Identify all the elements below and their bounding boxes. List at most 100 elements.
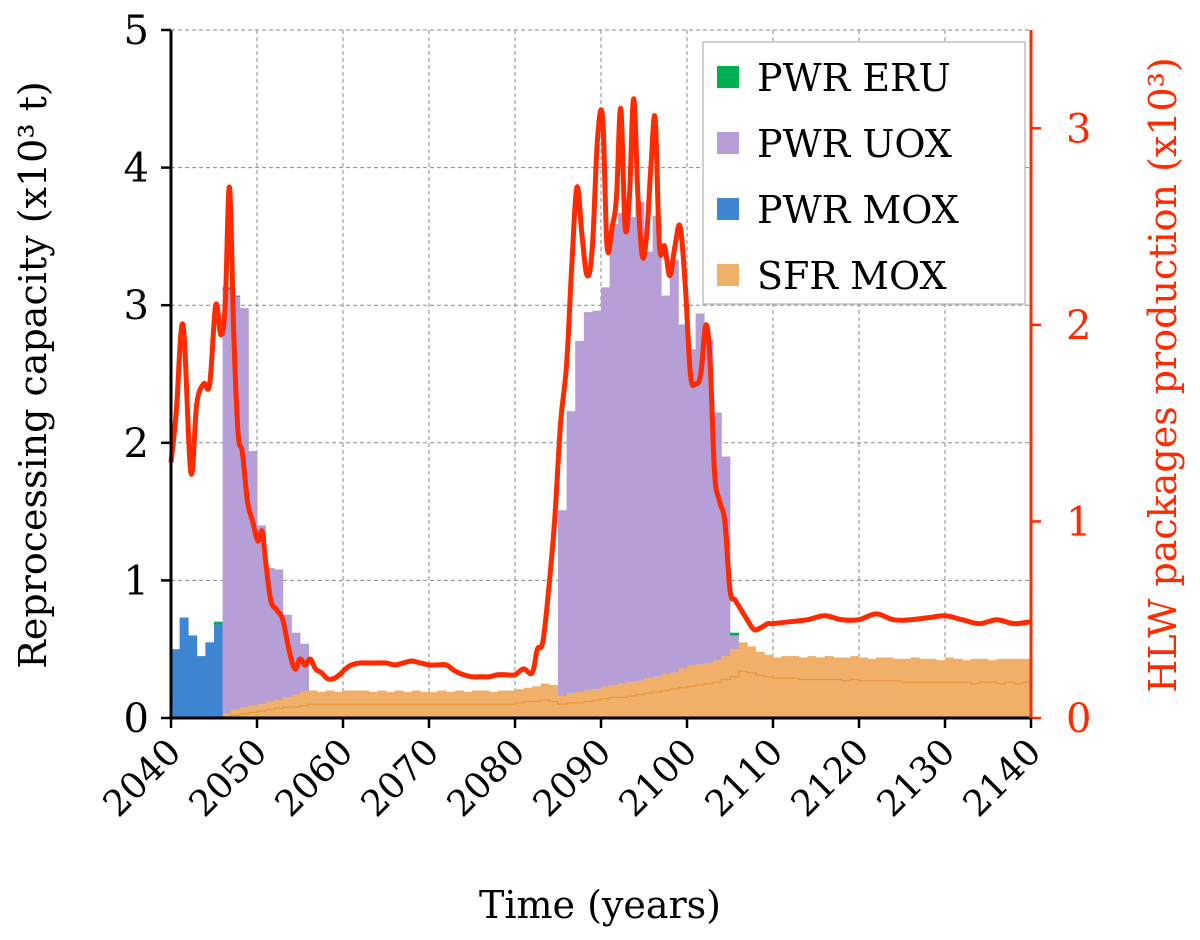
bar-pwr-uox <box>222 290 232 714</box>
bar-pwr-mox <box>214 624 223 718</box>
legend-label-pwr-eru: PWR ERU <box>757 56 951 100</box>
bar-sfr-mox <box>790 656 800 718</box>
x-tick-label: 2090 <box>526 731 620 825</box>
y-left-tick-label: 4 <box>124 146 149 192</box>
bar-pwr-uox <box>231 296 241 710</box>
bar-sfr-mox <box>876 657 886 718</box>
bar-sfr-mox <box>334 691 344 718</box>
bar-sfr-mox <box>755 651 765 718</box>
bar-pwr-uox <box>592 310 602 690</box>
sfr-mox-inner-line <box>171 670 1031 719</box>
x-tick-label: 2140 <box>956 731 1050 825</box>
bar-pwr-mox <box>196 656 206 718</box>
x-tick-label: 2070 <box>354 731 448 825</box>
bar-pwr-uox <box>618 213 628 684</box>
bar-sfr-mox <box>540 683 550 718</box>
bar-sfr-mox <box>661 673 671 718</box>
bar-pwr-mox <box>205 642 215 718</box>
bar-pwr-eru <box>214 621 223 625</box>
x-tick-label: 2120 <box>784 731 878 825</box>
y-left-tick-label: 2 <box>124 421 149 467</box>
bar-pwr-uox <box>644 251 653 679</box>
bar-sfr-mox <box>988 660 997 718</box>
bar-sfr-mox <box>291 694 301 718</box>
bar-pwr-uox <box>300 643 309 692</box>
bar-sfr-mox <box>695 664 705 718</box>
bar-sfr-mox <box>893 658 903 718</box>
bar-sfr-mox <box>368 691 378 718</box>
bar-sfr-mox <box>583 690 593 718</box>
bar-sfr-mox <box>489 691 499 718</box>
bar-sfr-mox <box>996 658 1006 718</box>
bar-pwr-uox <box>609 224 619 685</box>
y-axis-left-title: Reprocessing capacity (x10³ t) <box>11 81 55 668</box>
bar-sfr-mox <box>712 660 722 718</box>
x-tick-label: 2130 <box>870 731 964 825</box>
bar-sfr-mox <box>910 657 920 718</box>
y-left-tick-label: 1 <box>124 558 149 604</box>
bar-pwr-uox <box>282 614 292 698</box>
bar-sfr-mox <box>764 654 774 718</box>
legend-label-pwr-uox: PWR UOX <box>757 122 952 166</box>
legend-label-pwr-mox: PWR MOX <box>757 188 959 232</box>
bar-sfr-mox <box>652 676 662 718</box>
bar-sfr-mox <box>884 657 894 718</box>
hlw-production-line <box>168 96 1032 682</box>
bar-pwr-uox <box>265 568 275 702</box>
y-left-tick-label: 5 <box>124 8 149 54</box>
bar-sfr-mox <box>730 649 739 718</box>
x-tick-label: 2040 <box>96 731 190 825</box>
y-right-tick-label: 0 <box>1066 696 1091 742</box>
x-tick-label: 2100 <box>612 731 706 825</box>
bar-pwr-uox <box>669 259 679 673</box>
bar-pwr-uox <box>248 451 258 706</box>
bar-sfr-mox <box>515 689 524 718</box>
bar-pwr-mox <box>231 295 241 297</box>
bar-pwr-uox <box>575 340 585 692</box>
bar-sfr-mox <box>1022 658 1032 718</box>
bar-sfr-mox <box>841 657 851 718</box>
bar-sfr-mox <box>609 684 619 718</box>
bar-pwr-mox <box>188 635 198 718</box>
legend-swatch-pwr-mox <box>717 198 739 220</box>
bar-sfr-mox <box>678 668 688 718</box>
bar-pwr-uox <box>274 569 284 701</box>
bar-pwr-uox <box>652 215 662 677</box>
bar-sfr-mox <box>274 700 284 718</box>
hlw-production-series <box>168 96 1032 682</box>
legend: PWR ERU PWR UOX PWR MOX SFR MOX <box>702 41 1026 305</box>
bar-sfr-mox <box>222 713 232 718</box>
bar-sfr-mox <box>429 691 438 718</box>
bar-sfr-mox <box>747 646 757 718</box>
bar-pwr-uox <box>257 525 266 705</box>
bar-sfr-mox <box>807 656 817 718</box>
legend-swatch-pwr-uox <box>717 132 739 154</box>
bar-sfr-mox <box>463 691 473 718</box>
bar-sfr-mox <box>566 693 576 718</box>
bar-pwr-uox <box>601 287 610 687</box>
bar-pwr-mox <box>179 617 189 718</box>
bar-pwr-eru <box>730 632 739 636</box>
bar-sfr-mox <box>859 657 868 718</box>
bar-sfr-mox <box>644 678 653 718</box>
bar-sfr-mox <box>1005 658 1015 718</box>
bar-pwr-uox <box>704 339 714 663</box>
bar-sfr-mox <box>618 683 628 718</box>
bar-sfr-mox <box>902 658 911 718</box>
bar-sfr-mox <box>738 642 748 718</box>
bar-sfr-mox <box>601 686 610 718</box>
bar-sfr-mox <box>386 691 395 718</box>
bar-sfr-mox <box>626 682 636 718</box>
legend-swatch-sfr-mox <box>717 264 739 286</box>
bar-sfr-mox <box>945 657 954 718</box>
bar-sfr-mox <box>798 657 808 718</box>
bar-sfr-mox <box>781 656 791 718</box>
sfr-mox-inner-line-group <box>171 670 1031 719</box>
x-tick-label: 2080 <box>440 731 534 825</box>
bar-pwr-uox <box>695 313 705 665</box>
bar-pwr-uox <box>558 510 567 696</box>
y-right-tick-label: 1 <box>1066 499 1091 545</box>
legend-swatch-pwr-eru <box>717 66 739 88</box>
bar-pwr-uox <box>626 217 636 683</box>
bar-pwr-uox <box>239 307 249 707</box>
